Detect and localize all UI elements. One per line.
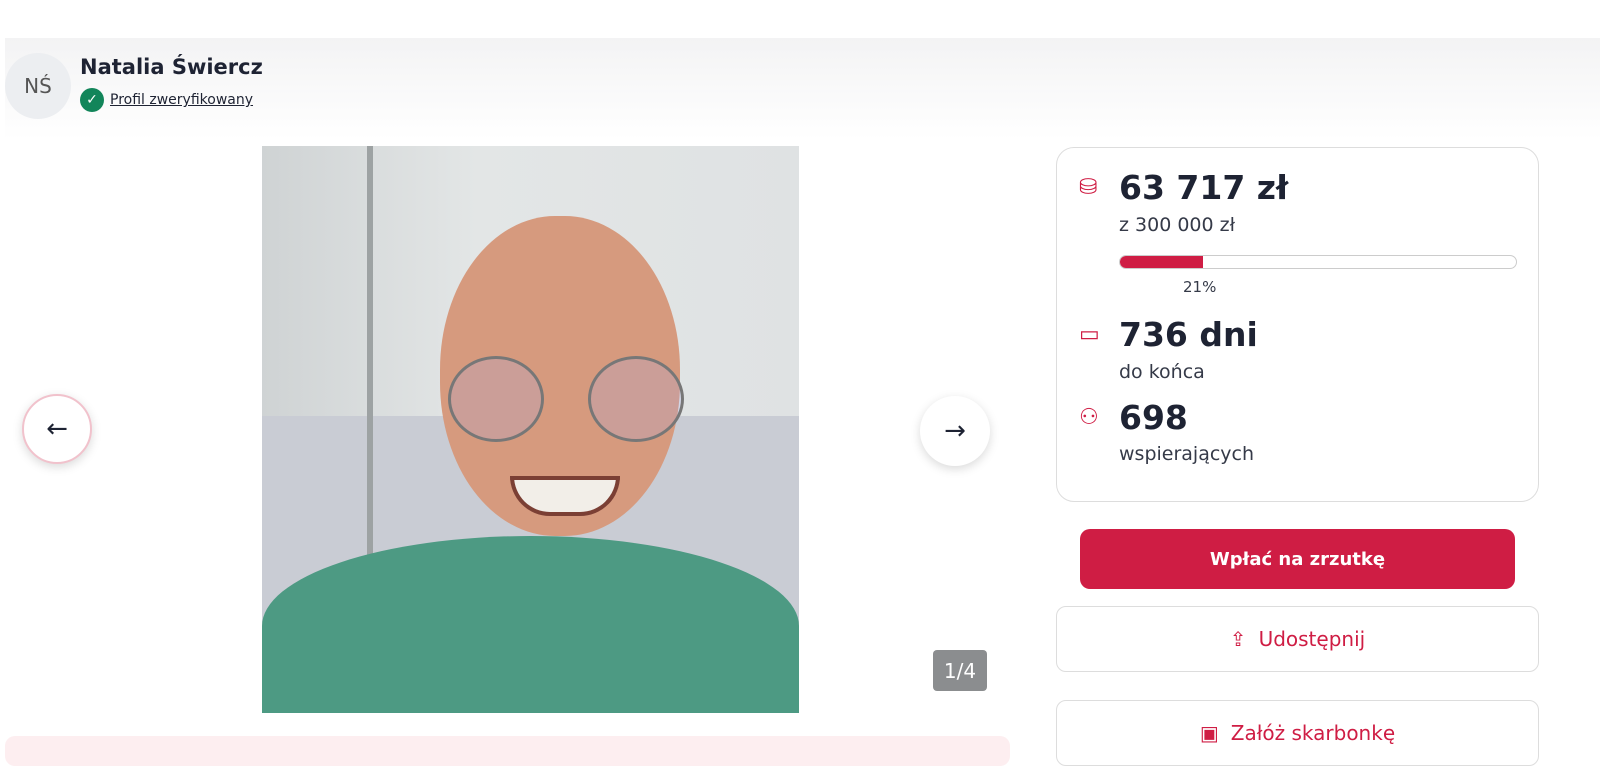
gallery-next-button[interactable]: →: [920, 396, 990, 466]
organizer-header: [5, 38, 1600, 140]
gallery-counter: 1/4: [933, 650, 987, 691]
progress-bar: [1119, 255, 1517, 269]
stats-card: ⛁ 63 717 zł z 300 000 zł 21% ▭ 736 dni do …: [1056, 147, 1539, 502]
piggybank-label: Załóż skarbonkę: [1230, 721, 1396, 745]
donate-button[interactable]: Wpłać na zrzutkę: [1080, 529, 1515, 589]
gallery-prev-button[interactable]: ←: [22, 394, 92, 464]
share-button[interactable]: ⇪ Udostępnij: [1056, 606, 1539, 672]
campaign-photo[interactable]: [262, 146, 799, 713]
supporters-label: wspierających: [1119, 443, 1255, 465]
goal-amount: z 300 000 zł: [1119, 214, 1235, 236]
amount-raised: 63 717 zł: [1119, 168, 1289, 207]
share-icon: ⇪: [1229, 627, 1247, 651]
progress-fill: [1120, 256, 1204, 268]
days-left: 736 dni: [1119, 315, 1258, 354]
verified-profile: ✓ Profil zweryfikowany: [80, 88, 253, 112]
avatar: NŚ: [5, 53, 71, 119]
piggybank-button[interactable]: ▣ Załóż skarbonkę: [1056, 700, 1539, 766]
calendar-icon: ▭: [1079, 322, 1100, 347]
verified-profile-link[interactable]: Profil zweryfikowany: [110, 92, 254, 108]
coins-icon: ⛁: [1079, 175, 1098, 200]
verified-check-icon: ✓: [80, 88, 104, 112]
arrow-left-icon: ←: [46, 414, 68, 444]
supporters-icon: ⚇: [1079, 405, 1099, 430]
days-left-label: do końca: [1119, 361, 1205, 383]
piggybank-icon: ▣: [1199, 721, 1219, 745]
supporters-count: 698: [1119, 398, 1188, 437]
organizer-name: Natalia Świercz: [80, 55, 263, 79]
share-label: Udostępnij: [1258, 627, 1366, 651]
progress-label: 21%: [1183, 278, 1217, 296]
info-banner: [5, 736, 1010, 766]
arrow-right-icon: →: [944, 416, 966, 446]
